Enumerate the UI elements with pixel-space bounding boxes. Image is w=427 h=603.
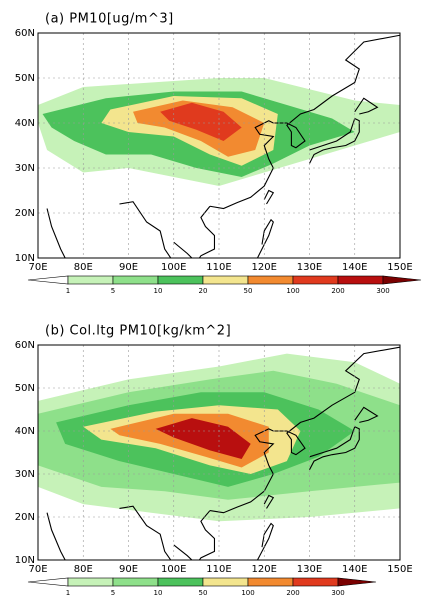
lat-label: 60N bbox=[15, 340, 35, 351]
colorbar-end bbox=[337, 577, 377, 587]
colorbar-label: 300 bbox=[376, 287, 389, 295]
colorbar-segment bbox=[337, 275, 384, 285]
colorbar-segment bbox=[292, 275, 339, 285]
lat-label: 10N bbox=[15, 253, 35, 264]
lon-label: 150E bbox=[387, 564, 412, 575]
lon-label: 140E bbox=[342, 564, 367, 575]
coastline bbox=[354, 406, 379, 423]
coastline bbox=[119, 201, 172, 258]
concentration-area bbox=[160, 102, 242, 141]
coastline bbox=[309, 425, 360, 470]
lat-label: 50N bbox=[15, 383, 35, 394]
lon-label: 120E bbox=[252, 262, 277, 273]
lon-label: 130E bbox=[297, 262, 322, 273]
lon-label: 100E bbox=[161, 262, 186, 273]
colorbar-segment bbox=[292, 577, 339, 587]
lon-label: 110E bbox=[206, 262, 231, 273]
coastline bbox=[209, 34, 400, 210]
lon-label: 90E bbox=[119, 262, 138, 273]
colorbar-segment bbox=[67, 275, 114, 285]
colorbar-label: 1 bbox=[66, 589, 70, 597]
coastline bbox=[309, 117, 360, 164]
colorbar-segment bbox=[67, 577, 114, 587]
colorbar-end bbox=[382, 275, 422, 285]
coastline bbox=[209, 346, 400, 514]
colorbar-segment bbox=[202, 577, 249, 587]
lat-label: 50N bbox=[15, 73, 35, 84]
lon-label: 130E bbox=[297, 564, 322, 575]
lon-label: 110E bbox=[206, 564, 231, 575]
lon-label: 70E bbox=[28, 564, 47, 575]
map-frame bbox=[37, 344, 401, 561]
colorbar-segment bbox=[157, 275, 204, 285]
colorbar-segment bbox=[247, 275, 294, 285]
lon-label: 140E bbox=[342, 262, 367, 273]
colorbar-segment bbox=[247, 577, 294, 587]
colorbar-label: 10 bbox=[154, 589, 163, 597]
colorbar-label: 5 bbox=[111, 589, 115, 597]
coastline bbox=[46, 512, 66, 560]
colorbar-end bbox=[27, 577, 69, 587]
lon-label: 90E bbox=[119, 564, 138, 575]
map-content bbox=[38, 34, 400, 258]
colorbar-label: 1 bbox=[66, 287, 70, 295]
colorbar-segment bbox=[112, 275, 159, 285]
lat-label: 40N bbox=[15, 118, 35, 129]
lon-label: 80E bbox=[74, 262, 93, 273]
coastline bbox=[173, 205, 216, 258]
lat-label: 30N bbox=[15, 163, 35, 174]
colorbar-label: 200 bbox=[286, 589, 299, 597]
panel-title: (b) Col.ltg PM10[kg/km^2] bbox=[45, 324, 231, 339]
concentration-area bbox=[155, 418, 251, 459]
coastline bbox=[46, 208, 66, 258]
colorbar-label: 300 bbox=[331, 589, 344, 597]
coastline bbox=[354, 97, 379, 115]
colorbar-label: 100 bbox=[241, 589, 254, 597]
lat-label: 60N bbox=[15, 28, 35, 39]
lat-label: 20N bbox=[15, 208, 35, 219]
colorbar-label: 5 bbox=[111, 287, 115, 295]
colorbar-segment bbox=[112, 577, 159, 587]
lon-label: 80E bbox=[74, 564, 93, 575]
coastline bbox=[263, 189, 275, 205]
lon-label: 100E bbox=[161, 564, 186, 575]
coastline bbox=[256, 522, 274, 560]
colorbar-segment bbox=[157, 577, 204, 587]
coastline bbox=[256, 218, 274, 258]
map-frame bbox=[37, 32, 401, 259]
colorbar-end bbox=[27, 275, 69, 285]
colorbar-label: 100 bbox=[286, 287, 299, 295]
lon-label: 150E bbox=[387, 262, 412, 273]
lat-label: 10N bbox=[15, 555, 35, 566]
lat-label: 20N bbox=[15, 512, 35, 523]
coastline bbox=[173, 510, 216, 560]
colorbar-label: 50 bbox=[244, 287, 253, 295]
colorbar-label: 50 bbox=[199, 589, 208, 597]
coastline bbox=[119, 505, 172, 560]
lat-label: 40N bbox=[15, 426, 35, 437]
coastline bbox=[263, 494, 275, 509]
colorbar-label: 200 bbox=[331, 287, 344, 295]
colorbar-segment bbox=[202, 275, 249, 285]
colorbar-label: 20 bbox=[199, 287, 208, 295]
lon-label: 120E bbox=[252, 564, 277, 575]
lat-label: 30N bbox=[15, 469, 35, 480]
lon-label: 70E bbox=[28, 262, 47, 273]
panel-title: (a) PM10[ug/m^3] bbox=[45, 12, 174, 27]
colorbar-label: 10 bbox=[154, 287, 163, 295]
